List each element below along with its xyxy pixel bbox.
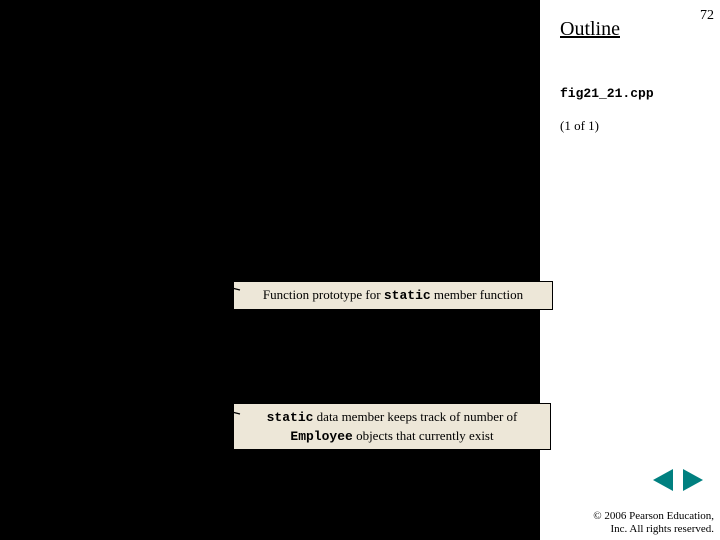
sidebar-panel: 72 Outline fig21_21.cpp (1 of 1) © 2006 … <box>540 0 720 540</box>
callout1-keyword: static <box>384 288 431 303</box>
callout2-post: objects that currently exist <box>353 428 494 443</box>
callout2-mid: data member keeps track of number of <box>313 409 517 424</box>
callout2-keyword1: static <box>267 410 314 425</box>
callout1-post: member function <box>431 287 523 302</box>
next-button[interactable] <box>683 469 703 491</box>
prev-button[interactable] <box>653 469 673 491</box>
copyright-line1: © 2006 Pearson Education, <box>593 510 714 522</box>
callout-static-data-member: static data member keeps track of number… <box>233 403 551 450</box>
copyright-line2: Inc. All rights reserved. <box>610 523 714 535</box>
callout-static-function: Function prototype for static member fun… <box>233 281 553 310</box>
arrow-to-function-prototype <box>66 247 240 290</box>
page-number: 72 <box>700 8 714 24</box>
page-indicator: (1 of 1) <box>560 118 599 134</box>
copyright-text: © 2006 Pearson Education, Inc. All right… <box>593 510 714 536</box>
callout2-keyword2: Employee <box>290 429 352 444</box>
nav-buttons <box>650 469 706 496</box>
arrow-to-data-member <box>66 371 240 414</box>
callout1-pre: Function prototype for <box>263 287 384 302</box>
source-filename: fig21_21.cpp <box>560 86 654 101</box>
outline-title: Outline <box>560 18 620 41</box>
